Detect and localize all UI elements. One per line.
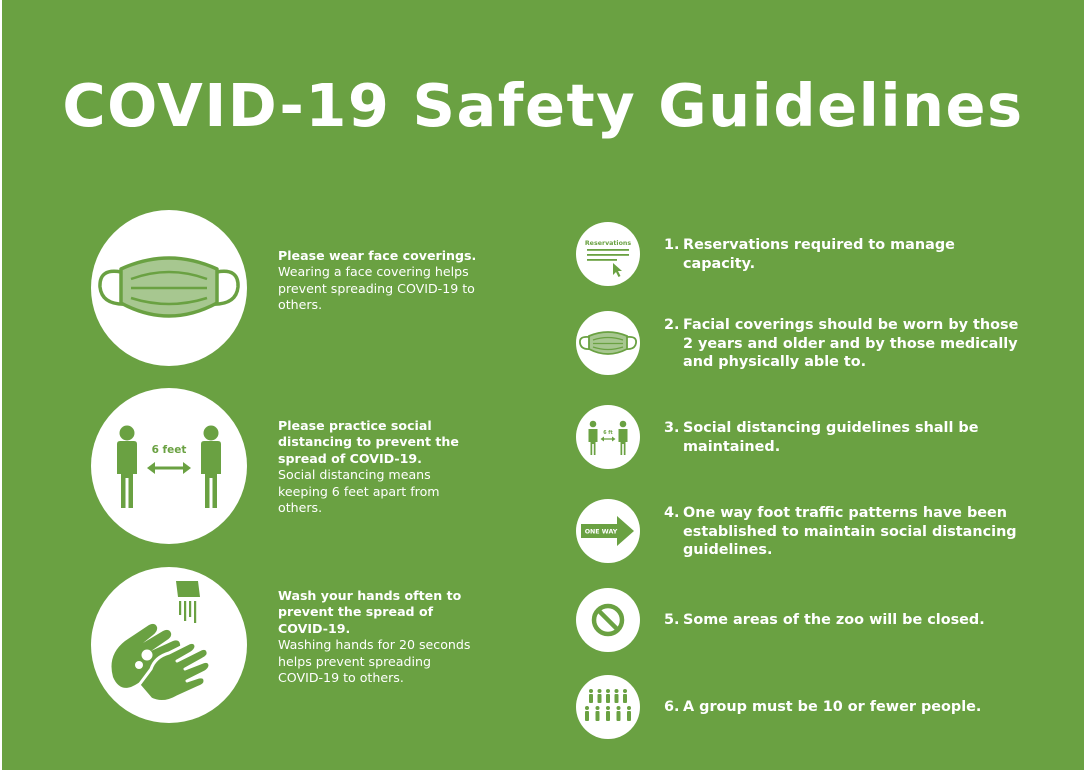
left-item-heading: Please practice social distancing to pre… — [278, 418, 459, 466]
rule-group-size: 6. A group must be 10 or fewer people. — [664, 698, 1024, 717]
left-item-body: Washing hands for 20 seconds helps preve… — [278, 637, 471, 686]
icon-label-6-ft: 6 ft — [603, 430, 613, 436]
page-title: COVID-19 Safety Guidelines — [62, 71, 1024, 140]
face-mask-icon — [579, 331, 637, 355]
rule-closed-areas: 5. Some areas of the zoo will be closed. — [664, 611, 1024, 630]
left-item-body: Wearing a face covering helps prevent sp… — [278, 264, 475, 313]
rule-face-coverings: 2. Facial coverings should be worn by th… — [664, 316, 1024, 372]
left-item-distancing: Please practice social distancing to pre… — [278, 418, 478, 516]
face-mask-circle — [91, 210, 247, 366]
rule-text: Facial coverings should be worn by those… — [683, 317, 1019, 371]
one-way-arrow-icon: ONE WAY — [581, 516, 634, 546]
mask-rule-circle — [576, 311, 640, 375]
social-distance-circle: 6 feet — [91, 388, 247, 544]
rule-number: 5. — [664, 612, 680, 628]
rule-text: Social distancing guidelines shall be ma… — [683, 420, 979, 455]
distance-rule-circle: 6 ft — [576, 405, 640, 469]
icon-label-one-way: ONE WAY — [585, 529, 618, 536]
left-item-handwashing: Wash your hands often to prevent the spr… — [278, 588, 478, 686]
no-entry-circle — [576, 588, 640, 652]
rule-number: 2. — [664, 317, 680, 333]
no-entry-icon — [591, 603, 625, 637]
rule-number: 3. — [664, 420, 680, 436]
reservations-icon: Reservations — [585, 240, 632, 277]
rule-number: 6. — [664, 699, 680, 715]
rule-text: A group must be 10 or fewer people. — [683, 699, 982, 715]
hand-washing-circle — [91, 567, 247, 723]
rule-text: Some areas of the zoo will be closed. — [683, 612, 985, 628]
left-item-heading: Please wear face coverings. — [278, 248, 477, 263]
hand-washing-icon — [111, 581, 212, 704]
one-way-circle: ONE WAY — [576, 499, 640, 563]
group-circle — [576, 675, 640, 739]
rule-one-way: 4. One way foot traffic patterns have be… — [664, 504, 1024, 560]
group-people-icon — [585, 689, 631, 721]
rule-reservations: 1. Reservations required to manage capac… — [664, 236, 1024, 273]
left-item-masks: Please wear face coverings. Wearing a fa… — [278, 248, 478, 314]
left-item-body: Social distancing means keeping 6 feet a… — [278, 467, 440, 516]
icon-label-reservations: Reservations — [585, 240, 632, 247]
left-item-heading: Wash your hands often to prevent the spr… — [278, 588, 462, 636]
icon-label-6-feet: 6 feet — [152, 444, 187, 456]
rule-text: One way foot traffic patterns have been … — [683, 505, 1017, 559]
reservations-circle: Reservations — [576, 222, 640, 286]
rule-text: Reservations required to manage capacity… — [683, 237, 955, 272]
rule-social-distancing: 3. Social distancing guidelines shall be… — [664, 419, 1024, 456]
rule-number: 4. — [664, 505, 680, 521]
social-distance-icon: 6 feet — [117, 425, 221, 508]
face-mask-icon — [98, 256, 240, 318]
social-distance-icon: 6 ft — [588, 420, 628, 455]
rule-number: 1. — [664, 237, 680, 253]
